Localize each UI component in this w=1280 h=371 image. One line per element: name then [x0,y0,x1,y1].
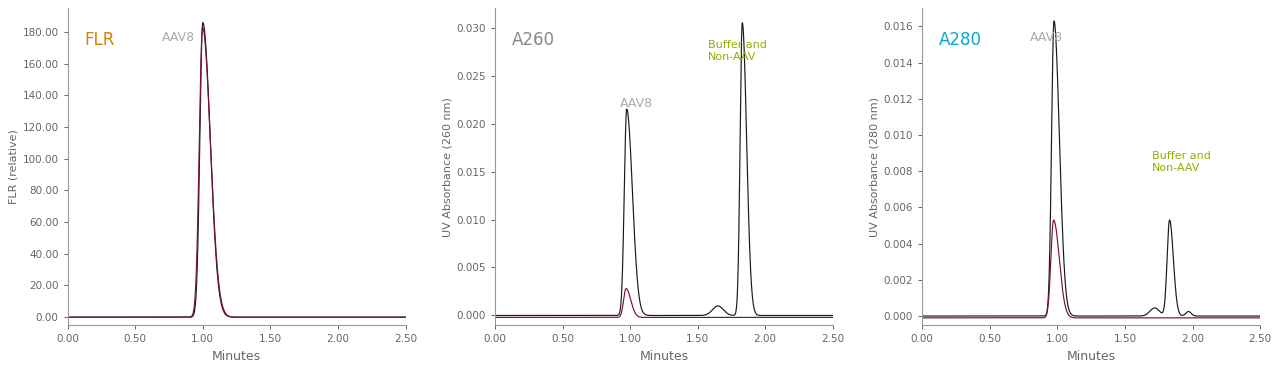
X-axis label: Minutes: Minutes [1066,349,1116,363]
X-axis label: Minutes: Minutes [639,349,689,363]
Text: Buffer and
Non-AAV: Buffer and Non-AAV [1152,151,1211,173]
Text: FLR: FLR [84,30,115,49]
X-axis label: Minutes: Minutes [212,349,261,363]
Text: AAV8: AAV8 [163,30,196,43]
Y-axis label: UV Absorbance (280 nm): UV Absorbance (280 nm) [869,97,879,237]
Text: A280: A280 [940,30,982,49]
Y-axis label: UV Absorbance (260 nm): UV Absorbance (260 nm) [442,97,452,237]
Text: A260: A260 [512,30,554,49]
Text: Buffer and
Non-AAV: Buffer and Non-AAV [708,40,767,62]
Y-axis label: FLR (relative): FLR (relative) [9,129,18,204]
Text: AAV8: AAV8 [1030,30,1064,43]
Text: AAV8: AAV8 [620,97,653,110]
